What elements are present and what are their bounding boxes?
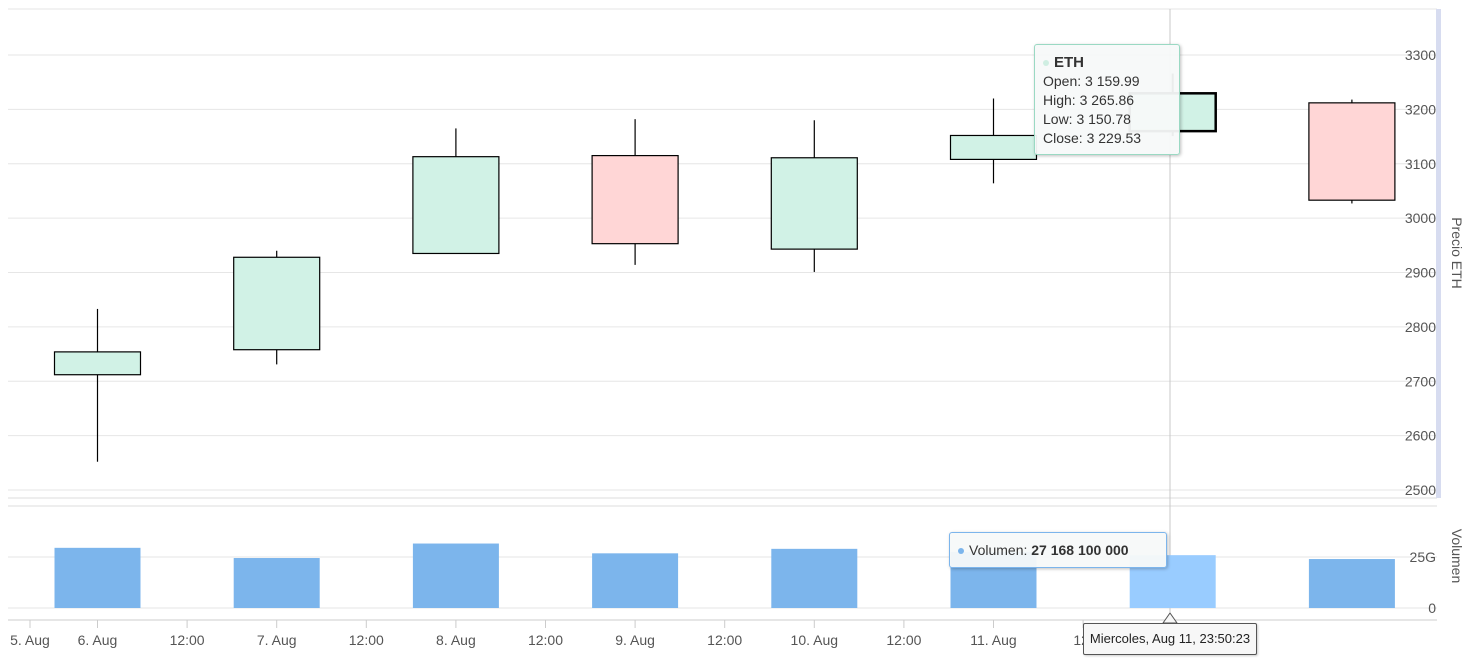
crosshair-date-label: Miercoles, Aug 11, 23:50:23 bbox=[1083, 623, 1257, 655]
price-tick-label: 3300 bbox=[1405, 47, 1436, 63]
x-tick-label: 5. Aug bbox=[10, 632, 50, 648]
price-tick-label: 2800 bbox=[1405, 319, 1436, 335]
tooltip-high: High: 3 265.86 bbox=[1043, 92, 1135, 108]
candles bbox=[53, 73, 1396, 462]
candle-body bbox=[1308, 102, 1396, 201]
x-axis-ticks: 5. Aug 6. Aug 12:00 7. Aug 12:00 8. Aug 12:00 9… bbox=[10, 620, 1093, 648]
volume-tooltip-value: 27 168 100 000 bbox=[1031, 542, 1129, 558]
series-dot-icon bbox=[1043, 60, 1049, 67]
volume-bars bbox=[54, 543, 1395, 608]
volume-bar[interactable] bbox=[1308, 559, 1395, 608]
candle[interactable] bbox=[53, 308, 142, 462]
x-tick-label: 6. Aug bbox=[78, 632, 118, 648]
candle-body bbox=[591, 154, 679, 245]
tooltip-low: Low: 3 150.78 bbox=[1043, 111, 1131, 127]
volume-tick-label: 25G bbox=[1410, 549, 1436, 565]
candle-body bbox=[949, 134, 1038, 161]
x-tick-label: 12:00 bbox=[707, 632, 742, 648]
price-tick-label: 3100 bbox=[1405, 156, 1436, 172]
volume-bar[interactable] bbox=[233, 558, 320, 608]
volume-axis-title: Volumen bbox=[1449, 529, 1465, 583]
candle[interactable] bbox=[233, 250, 321, 365]
candle-body bbox=[53, 351, 142, 376]
price-tick-label: 2700 bbox=[1405, 373, 1436, 389]
x-tick-label: 9. Aug bbox=[615, 632, 655, 648]
volume-gridlines bbox=[8, 556, 1437, 609]
tooltip-close: Close: 3 229.53 bbox=[1043, 130, 1142, 146]
volume-bar[interactable] bbox=[412, 543, 499, 608]
candle-body bbox=[412, 156, 500, 255]
candle[interactable] bbox=[412, 128, 500, 255]
x-tick-label: 8. Aug bbox=[436, 632, 476, 648]
volume-tick-label: 0 bbox=[1428, 600, 1436, 616]
price-axis-title: Precio ETH bbox=[1449, 217, 1465, 289]
x-tick-label: 12:00 bbox=[886, 632, 921, 648]
candle[interactable] bbox=[591, 119, 679, 265]
volume-axis-ticks: 25G 0 bbox=[1410, 549, 1437, 616]
price-tick-label: 3200 bbox=[1405, 101, 1436, 117]
price-gridlines bbox=[8, 8, 1437, 491]
tooltip-open: Open: 3 159.99 bbox=[1043, 73, 1140, 89]
volume-tooltip: Volumen: 27 168 100 000 bbox=[949, 532, 1167, 568]
price-axis-ticks: 3300 3200 3100 3000 2900 2800 2700 2600 2500 bbox=[1405, 47, 1436, 498]
x-tick-label: 7. Aug bbox=[257, 632, 297, 648]
price-tick-label: 3000 bbox=[1405, 210, 1436, 226]
volume-dot-icon bbox=[958, 548, 964, 555]
candle[interactable] bbox=[1308, 99, 1396, 204]
volume-tooltip-label: Volumen: bbox=[969, 542, 1032, 558]
x-tick-label: 12:00 bbox=[528, 632, 563, 648]
x-tick-label: 12:00 bbox=[170, 632, 205, 648]
volume-bar[interactable] bbox=[771, 548, 858, 608]
x-tick-label: 11. Aug bbox=[970, 632, 1016, 648]
candle[interactable] bbox=[949, 98, 1038, 184]
candle[interactable] bbox=[770, 120, 858, 272]
price-scroll-strip[interactable] bbox=[1436, 9, 1441, 498]
ohlc-tooltip: ETH Open: 3 159.99 High: 3 265.86 Low: 3… bbox=[1034, 44, 1180, 155]
volume-bar[interactable] bbox=[592, 553, 679, 608]
x-tick-label: 10. Aug bbox=[791, 632, 839, 648]
price-tick-label: 2500 bbox=[1405, 482, 1436, 498]
price-tick-label: 2900 bbox=[1405, 265, 1436, 281]
x-tick-label: 12:00 bbox=[349, 632, 384, 648]
candle-body bbox=[770, 157, 858, 250]
candle-body bbox=[233, 256, 321, 351]
volume-bar[interactable] bbox=[54, 547, 141, 608]
tooltip-series-name: ETH bbox=[1054, 54, 1084, 71]
date-label-pointer bbox=[1162, 612, 1178, 624]
price-tick-label: 2600 bbox=[1405, 428, 1436, 444]
